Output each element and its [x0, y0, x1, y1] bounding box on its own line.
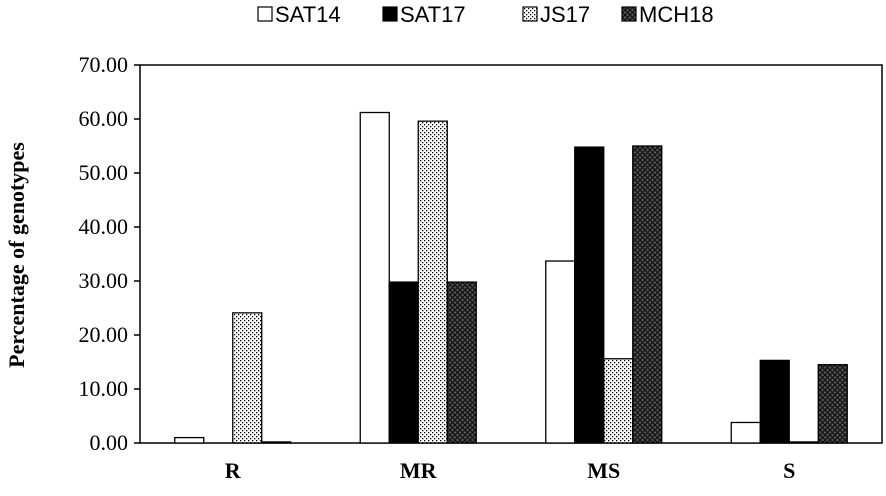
- legend: SAT14 SAT17 JS17 MCH18: [257, 2, 714, 27]
- legend-label-mch18: MCH18: [639, 2, 714, 27]
- bar-sat14-mr: [359, 111, 390, 444]
- legend-label-js17: JS17: [540, 2, 590, 27]
- bar-mch18-ms: [632, 145, 663, 444]
- legend-label-sat17: SAT17: [400, 2, 466, 27]
- bar-sat14-r: [174, 436, 205, 444]
- legend-swatch-js17: [522, 6, 538, 22]
- bar-mch18-mr: [446, 281, 477, 444]
- y-tick-label: 40.00: [79, 214, 129, 239]
- x-category-label: S: [783, 458, 795, 483]
- y-tick-label: 0.00: [90, 430, 129, 455]
- legend-label-sat14: SAT14: [275, 2, 341, 27]
- y-tick-label: 70.00: [79, 52, 129, 77]
- plot-area: 0.00 10.00 20.00 30.00 40.00 50.00 60.00 70.00 R…: [79, 52, 883, 483]
- bar-sat17-s: [759, 359, 790, 444]
- bar-sat17-mr: [388, 281, 419, 444]
- bar-js17-r: [232, 312, 263, 444]
- plot-frame: [139, 64, 883, 444]
- y-tick-label: 60.00: [79, 106, 129, 131]
- legend-swatch-mch18: [621, 6, 637, 22]
- bar-mch18-r: [261, 441, 292, 444]
- bar-js17-ms: [603, 358, 634, 444]
- bar-js17-mr: [417, 120, 448, 444]
- y-tick-label: 30.00: [79, 268, 129, 293]
- bar-mch18-s: [817, 364, 848, 444]
- x-category-label: R: [225, 458, 242, 483]
- y-tick-label: 50.00: [79, 160, 129, 185]
- x-category-label: MR: [400, 458, 438, 483]
- y-tick-label: 20.00: [79, 322, 129, 347]
- legend-swatch-sat14: [257, 6, 273, 22]
- bar-sat17-ms: [574, 146, 605, 444]
- legend-swatch-sat17: [382, 6, 398, 22]
- bar-sat14-ms: [545, 260, 576, 444]
- x-category-label: MS: [587, 458, 620, 483]
- bar-js17-s: [788, 441, 819, 444]
- y-axis-title: Percentage of genotypes: [4, 142, 29, 368]
- y-tick-label: 10.00: [79, 376, 129, 401]
- bar-sat14-s: [730, 421, 761, 444]
